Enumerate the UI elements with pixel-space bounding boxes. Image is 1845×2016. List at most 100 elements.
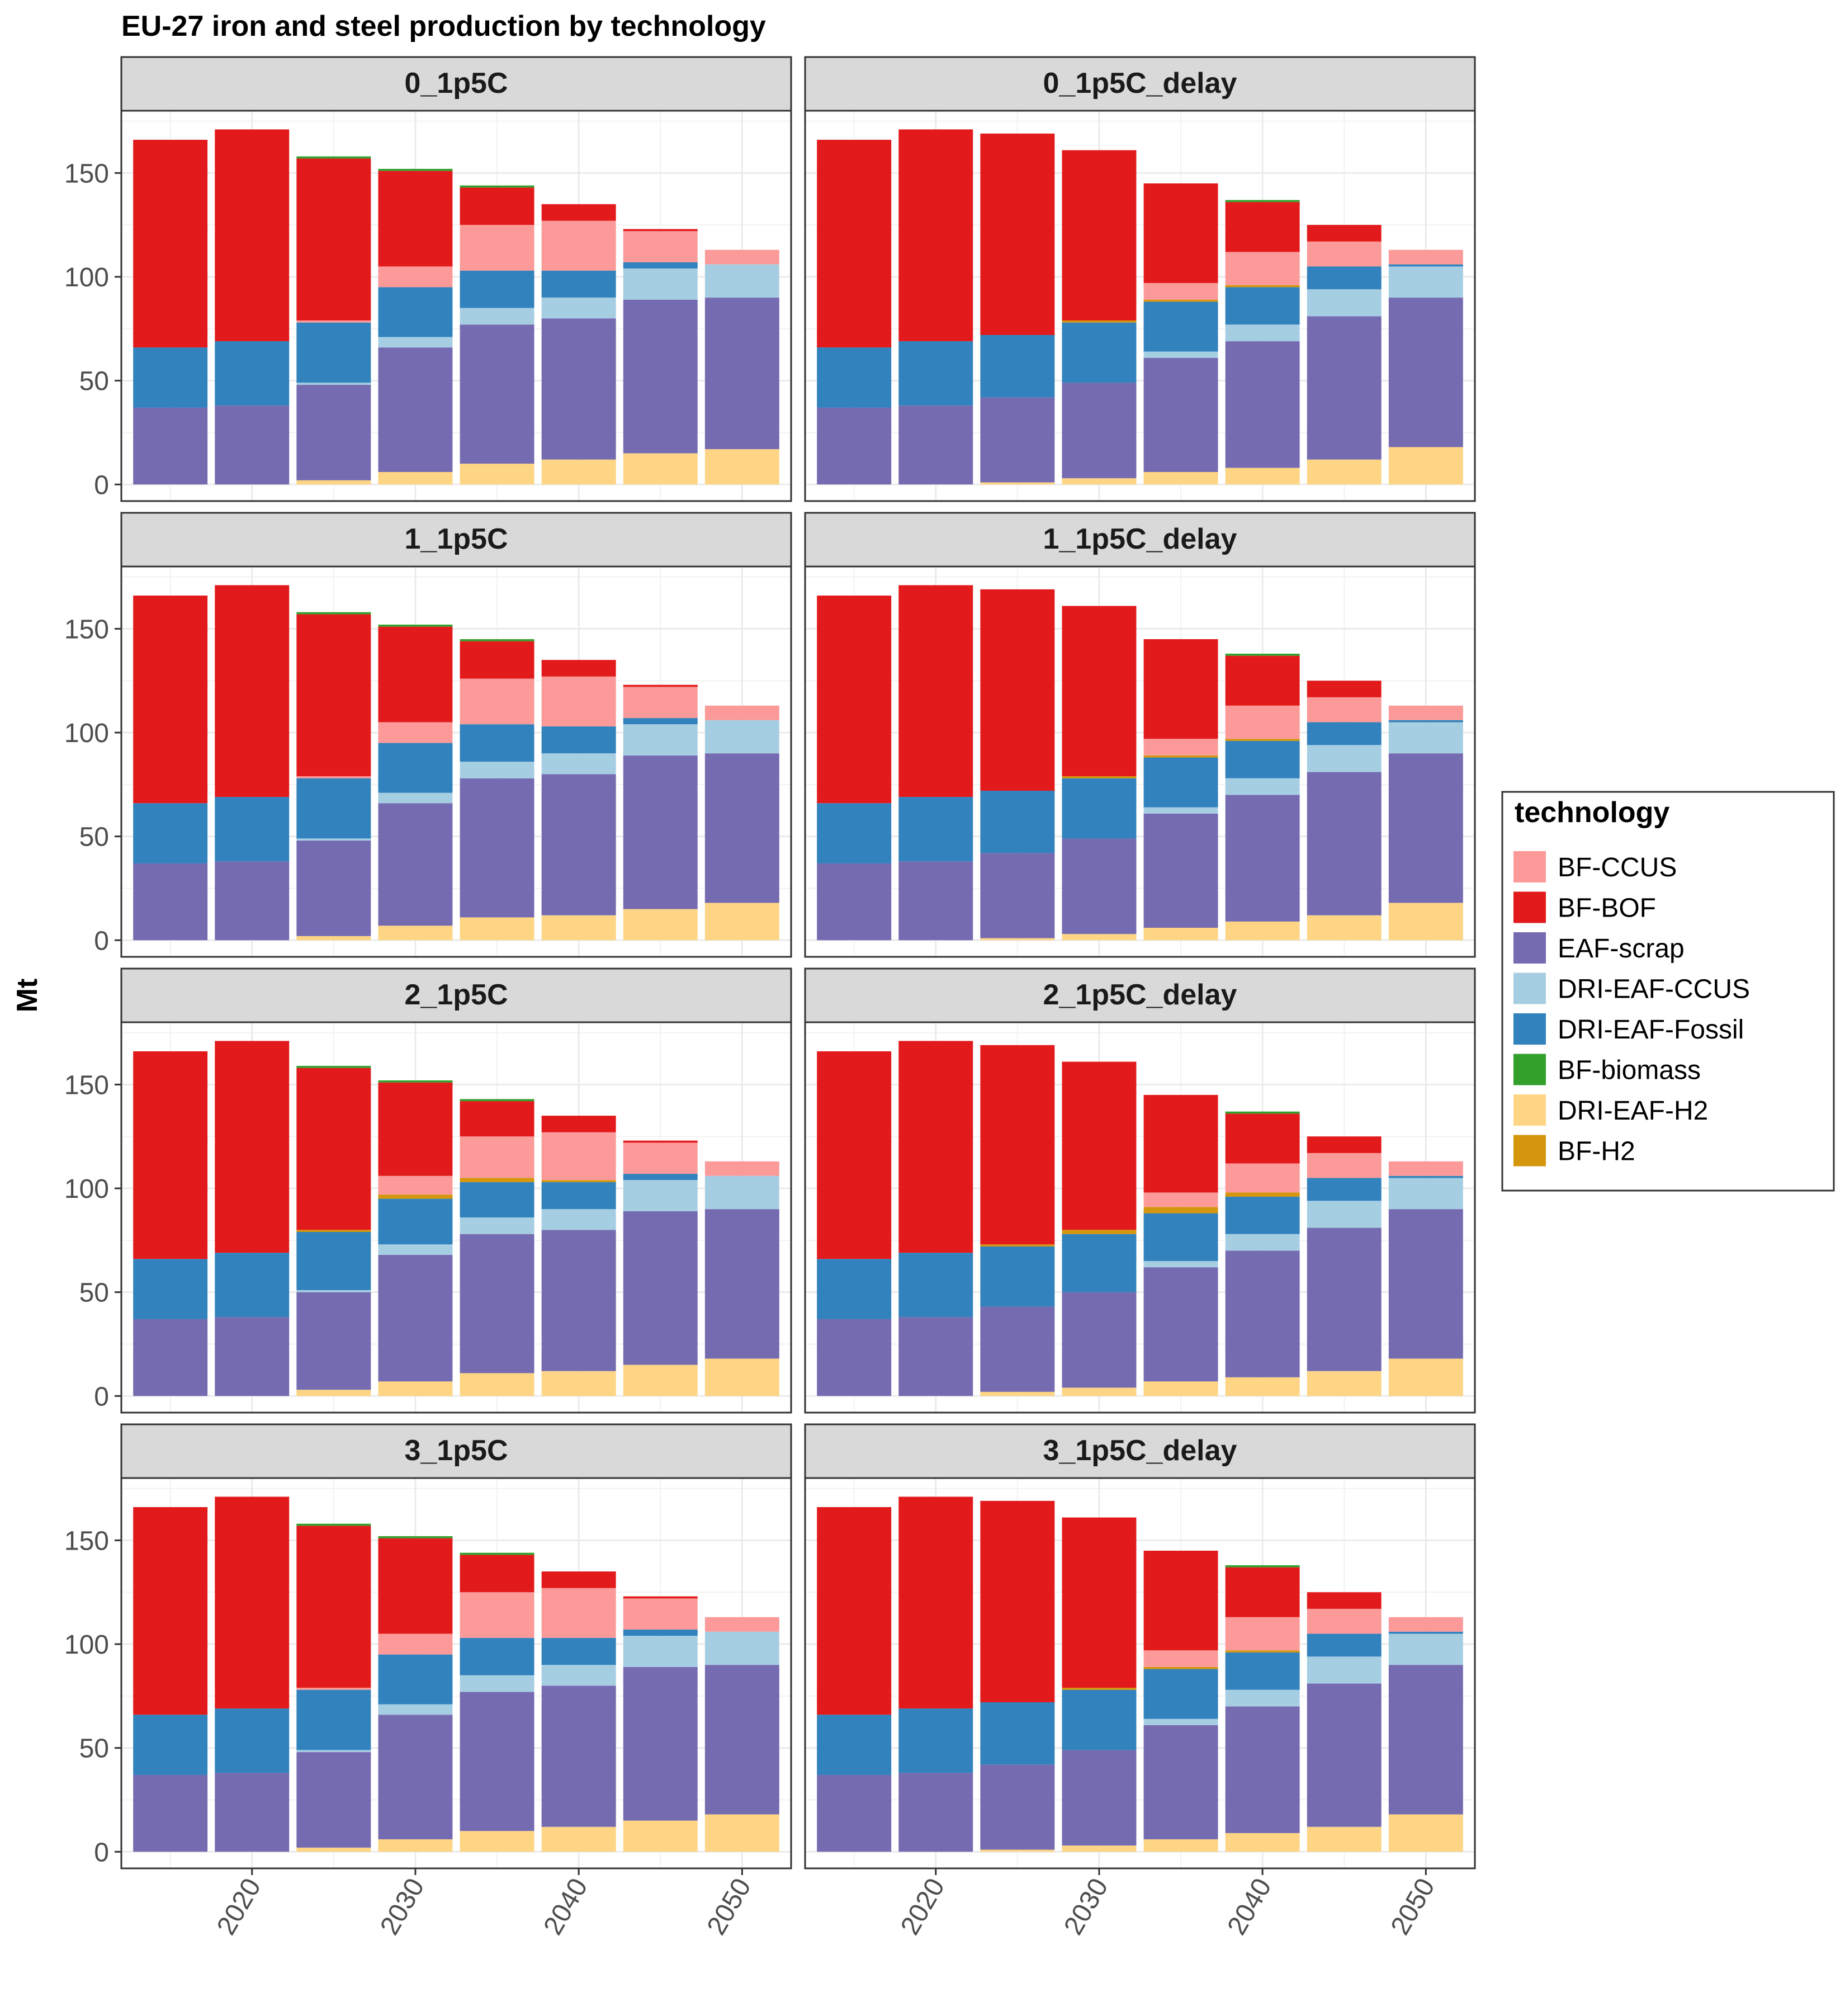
bar-segment-eaf-scrap-2015-2-1p5C-delay — [817, 1319, 892, 1396]
bar-segment-dri-eaf-fossil-2050-1-1p5C-delay — [1388, 720, 1463, 723]
bar-segment-dri-eaf-h2-2050-3-1p5C-delay — [1388, 1814, 1463, 1852]
bar-segment-dri-eaf-h2-2045-2-1p5C — [623, 1365, 698, 1396]
bar-segment-eaf-scrap-2035-2-1p5C-delay — [1143, 1267, 1218, 1382]
bar-segment-eaf-scrap-2020-1-1p5C-delay — [898, 861, 973, 941]
panel-border-3-1p5C-delay — [804, 1477, 1476, 1869]
bar-segment-eaf-scrap-2035-2-1p5C — [460, 1234, 534, 1373]
bar-segment-dri-eaf-fossil-2020-1-1p5C — [215, 797, 290, 862]
y-tick-label: 150 — [64, 159, 109, 188]
bar-segment-eaf-scrap-2030-3-1p5C — [378, 1715, 453, 1840]
bar-segment-dri-eaf-ccus-2045-1-1p5C-delay — [1307, 745, 1382, 772]
facet-strip-0-1p5C-delay — [804, 56, 1476, 112]
bar-segment-eaf-scrap-2045-1-1p5C — [623, 755, 698, 909]
bar-segment-dri-eaf-ccus-2025-1-1p5C — [296, 838, 371, 841]
bar-segment-dri-eaf-h2-2040-1-1p5C-delay — [1225, 921, 1300, 941]
bar-segment-bf-bof-2045-3-1p5C-delay — [1307, 1592, 1382, 1609]
bar-segment-bf-ccus-2045-2-1p5C-delay — [1307, 1153, 1382, 1178]
bar-segment-bf-bof-2030-3-1p5C-delay — [1062, 1517, 1137, 1688]
bar-segment-dri-eaf-h2-2035-2-1p5C-delay — [1143, 1381, 1218, 1396]
bar-segment-eaf-scrap-2015-0-1p5C-delay — [817, 407, 892, 485]
bar-segment-dri-eaf-h2-2030-1-1p5C-delay — [1062, 934, 1137, 941]
bar-segment-eaf-scrap-2025-3-1p5C-delay — [980, 1764, 1055, 1850]
bar-segment-bf-ccus-2030-3-1p5C — [378, 1633, 453, 1655]
bar-segment-eaf-scrap-2030-2-1p5C-delay — [1062, 1292, 1137, 1388]
legend-swatch-dri-eaf-h2 — [1513, 1094, 1546, 1126]
bar-segment-bf-ccus-2035-0-1p5C — [460, 225, 534, 271]
bar-segment-bf-bof-2015-0-1p5C — [133, 139, 208, 348]
facet-strip-1-1p5C — [120, 512, 792, 568]
bar-segment-eaf-scrap-2025-1-1p5C-delay — [980, 853, 1055, 938]
bar-segment-bf-bof-2030-0-1p5C — [378, 171, 453, 267]
bar-segment-dri-eaf-ccus-2040-0-1p5C-delay — [1225, 324, 1300, 342]
bar-segment-bf-bof-2035-2-1p5C-delay — [1143, 1094, 1218, 1193]
bar-segment-dri-eaf-h2-2040-3-1p5C — [541, 1826, 616, 1852]
bar-segment-bf-ccus-2025-3-1p5C — [296, 1687, 371, 1690]
bar-segment-bf-h2-2030-2-1p5C-delay — [1062, 1230, 1137, 1234]
bar-segment-dri-eaf-ccus-2030-3-1p5C — [378, 1704, 453, 1715]
bar-segment-dri-eaf-h2-2045-1-1p5C — [623, 909, 698, 941]
bar-segment-bf-bof-2030-2-1p5C-delay — [1062, 1061, 1137, 1230]
bar-segment-eaf-scrap-2050-2-1p5C-delay — [1388, 1209, 1463, 1359]
bar-segment-bf-biomass-2030-2-1p5C — [378, 1080, 453, 1083]
bar-segment-eaf-scrap-2030-3-1p5C-delay — [1062, 1750, 1137, 1846]
bar-segment-eaf-scrap-2025-3-1p5C — [296, 1752, 371, 1848]
bar-segment-bf-bof-2020-0-1p5C — [215, 129, 290, 342]
y-tick-label: 0 — [94, 1382, 109, 1411]
bar-segment-eaf-scrap-2040-1-1p5C-delay — [1225, 795, 1300, 922]
bar-segment-eaf-scrap-2015-3-1p5C-delay — [817, 1774, 892, 1852]
bar-segment-dri-eaf-ccus-2045-1-1p5C — [623, 724, 698, 756]
bar-segment-eaf-scrap-2015-1-1p5C — [133, 863, 208, 941]
legend-swatch-bf-h2 — [1513, 1135, 1546, 1167]
legend-label-dri-eaf-fossil: DRI-EAF-Fossil — [1558, 1015, 1744, 1045]
legend-label-bf-ccus: BF-CCUS — [1558, 853, 1677, 882]
bar-segment-bf-bof-2035-3-1p5C-delay — [1143, 1550, 1218, 1651]
y-tick-label: 100 — [64, 263, 109, 292]
bar-segment-dri-eaf-ccus-2050-1-1p5C — [704, 720, 779, 754]
legend-swatch-bf-bof — [1513, 891, 1546, 923]
bar-segment-bf-bof-2015-3-1p5C-delay — [817, 1507, 892, 1715]
bar-segment-dri-eaf-ccus-2030-2-1p5C — [378, 1244, 453, 1255]
bar-segment-bf-bof-2020-3-1p5C-delay — [898, 1496, 973, 1709]
facet-label-1-1p5C: 1_1p5C — [405, 523, 508, 555]
bar-segment-dri-eaf-ccus-2050-2-1p5C-delay — [1388, 1178, 1463, 1210]
bar-segment-dri-eaf-fossil-2045-3-1p5C-delay — [1307, 1633, 1382, 1657]
legend-label-dri-eaf-h2: DRI-EAF-H2 — [1558, 1096, 1708, 1126]
bar-segment-bf-biomass-2035-1-1p5C — [460, 639, 534, 641]
bar-segment-eaf-scrap-2020-0-1p5C-delay — [898, 405, 973, 485]
bar-segment-dri-eaf-fossil-2035-0-1p5C — [460, 270, 534, 308]
bar-segment-dri-eaf-ccus-2045-3-1p5C — [623, 1636, 698, 1667]
bar-segment-dri-eaf-h2-2035-2-1p5C — [460, 1373, 534, 1396]
bar-segment-bf-bof-2045-1-1p5C — [623, 684, 698, 687]
y-tick-label: 100 — [64, 1630, 109, 1660]
legend-label-bf-biomass: BF-biomass — [1558, 1056, 1701, 1085]
bar-segment-dri-eaf-h2-2050-1-1p5C-delay — [1388, 903, 1463, 941]
bar-segment-bf-ccus-2050-2-1p5C-delay — [1388, 1161, 1463, 1176]
bar-segment-dri-eaf-h2-2025-1-1p5C — [296, 936, 371, 941]
bar-segment-bf-h2-2035-2-1p5C — [460, 1178, 534, 1182]
bar-segment-bf-bof-2030-2-1p5C — [378, 1082, 453, 1176]
facet-label-0-1p5C-delay: 0_1p5C_delay — [1043, 67, 1237, 100]
bar-segment-bf-bof-2035-0-1p5C-delay — [1143, 183, 1218, 284]
bar-segment-dri-eaf-h2-2030-3-1p5C-delay — [1062, 1845, 1137, 1852]
bar-segment-eaf-scrap-2025-0-1p5C-delay — [980, 397, 1055, 483]
bar-segment-dri-eaf-ccus-2035-2-1p5C-delay — [1143, 1260, 1218, 1268]
bar-segment-dri-eaf-fossil-2045-2-1p5C-delay — [1307, 1178, 1382, 1201]
facet-label-1-1p5C-delay: 1_1p5C_delay — [1043, 523, 1237, 555]
bar-segment-dri-eaf-h2-2035-3-1p5C — [460, 1831, 534, 1852]
x-tick-label: 2050 — [1385, 1873, 1441, 1940]
bar-segment-bf-ccus-2045-1-1p5C — [623, 687, 698, 719]
panel-border-1-1p5C-delay — [804, 565, 1476, 958]
bar-segment-eaf-scrap-2045-3-1p5C-delay — [1307, 1683, 1382, 1827]
bar-segment-bf-h2-2040-1-1p5C-delay — [1225, 739, 1300, 741]
bar-segment-dri-eaf-fossil-2025-0-1p5C — [296, 322, 371, 383]
bar-segment-bf-h2-2035-2-1p5C-delay — [1143, 1207, 1218, 1214]
bar-segment-dri-eaf-fossil-2050-3-1p5C-delay — [1388, 1631, 1463, 1634]
bar-segment-dri-eaf-fossil-2025-2-1p5C-delay — [980, 1246, 1055, 1307]
bar-segment-dri-eaf-fossil-2015-0-1p5C — [133, 347, 208, 408]
bar-segment-eaf-scrap-2040-3-1p5C — [541, 1685, 616, 1827]
bar-segment-eaf-scrap-2050-1-1p5C-delay — [1388, 753, 1463, 903]
bar-segment-dri-eaf-h2-2050-2-1p5C-delay — [1388, 1358, 1463, 1396]
bar-segment-bf-ccus-2050-0-1p5C — [704, 249, 779, 265]
bar-segment-dri-eaf-h2-2025-2-1p5C — [296, 1390, 371, 1396]
